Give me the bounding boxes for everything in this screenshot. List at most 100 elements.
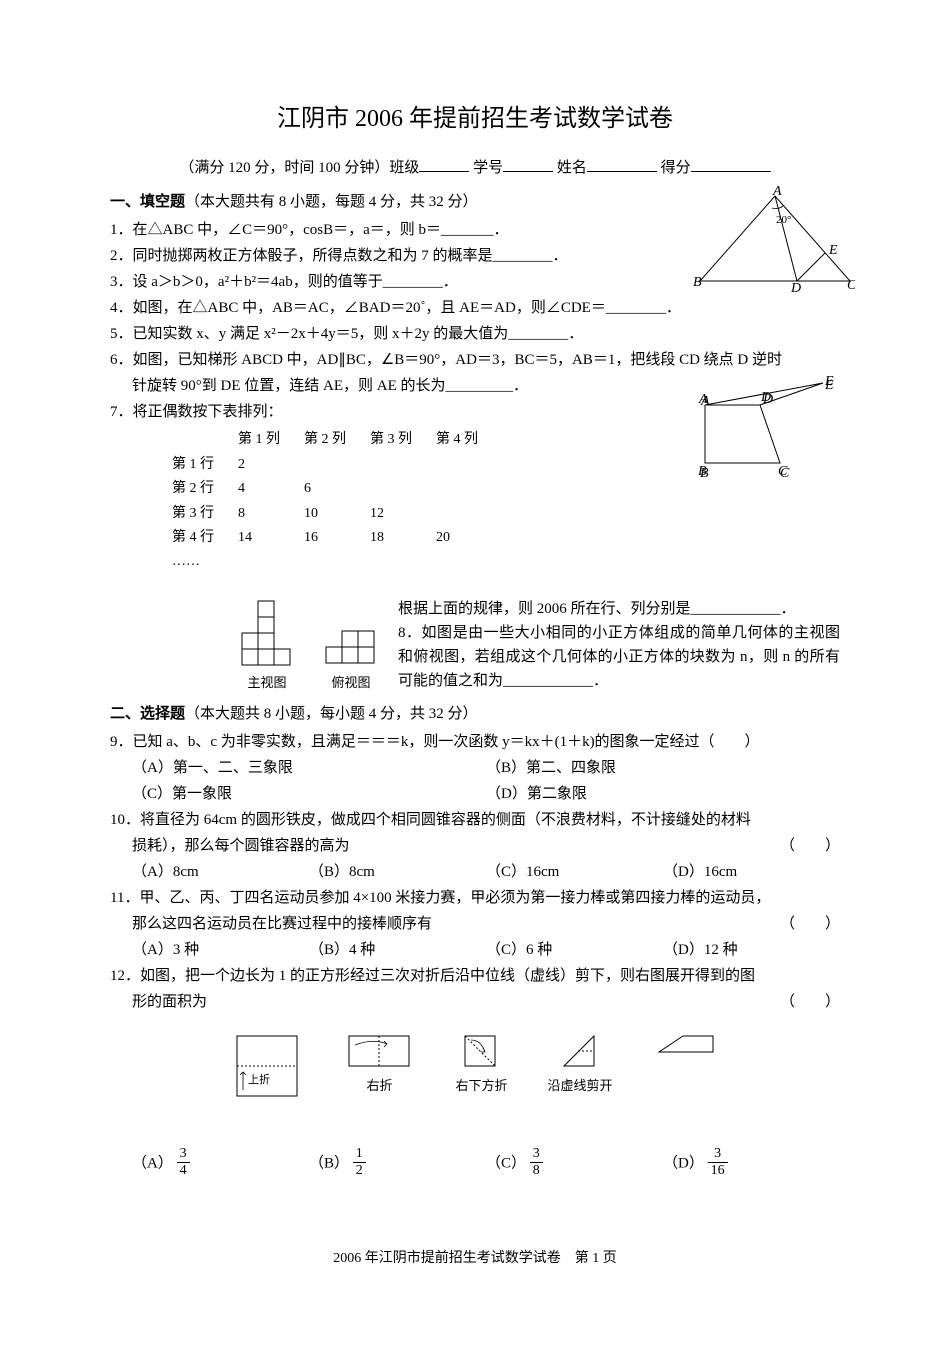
fold-step-4: 沿虚线剪开 <box>548 1030 613 1097</box>
q7-r5c1 <box>226 550 292 574</box>
q11-c: （C）6 种 <box>486 938 663 962</box>
q7-table: 第 1 列 第 2 列 第 3 列 第 4 列 第 1 行 2 第 2 行 4 … <box>160 428 490 574</box>
q7-r3c1: 8 <box>226 502 292 526</box>
q7-r4c0: 第 4 行 <box>160 526 226 550</box>
fold1-svg: 上折 <box>231 1030 303 1102</box>
q9-a: （A）第一、二、三象限 <box>132 756 486 780</box>
q9-options-cd: （C）第一象限 （D）第二象限 <box>110 782 840 806</box>
fold-diagram: 上折 上折 右折 右下方折 沿虚线剪开 <box>110 1030 840 1129</box>
q8-wrapper: 主视图 俯视图 根据上面的规律，则 2006 所在行、列分别是_________… <box>110 597 840 694</box>
q7-r2c3 <box>358 477 424 501</box>
q12-b: （B） 12 <box>309 1148 486 1180</box>
question-11-line2: 那么这四名运动员在比赛过程中的接棒顺序有（ ） <box>110 912 840 936</box>
q7-r4c1: 14 <box>226 526 292 550</box>
figure-q6: A B C D E A B C D E <box>675 375 835 493</box>
q11-paren: （ ） <box>780 912 840 936</box>
q7-r5c4 <box>424 550 490 574</box>
triangle-abc-svg: A B C D E 20° <box>685 186 855 296</box>
q7-col-0 <box>160 428 226 452</box>
blank-score <box>691 171 771 172</box>
fold4-label: 沿虚线剪开 <box>548 1076 613 1097</box>
q12-paren: （ ） <box>780 990 840 1014</box>
q9-d: （D）第二象限 <box>486 782 840 806</box>
q12-options: （A） 34 （B） 12 （C） 38 （D） 316 <box>110 1148 840 1180</box>
question-12-line2: 形的面积为（ ） <box>110 990 840 1014</box>
q11-a: （A）3 种 <box>132 938 309 962</box>
main-view: 主视图 <box>240 599 294 694</box>
q7-r3c3: 12 <box>358 502 424 526</box>
question-5: 5．已知实数 x、y 满足 x²－2x＋4y＝5，则 x＋2y 的最大值为___… <box>110 322 840 346</box>
q10-a: （A）8cm <box>132 860 309 884</box>
q7-r2c4 <box>424 477 490 501</box>
fold2-svg <box>343 1030 415 1070</box>
top-view-svg <box>324 629 378 669</box>
q7-col-3: 第 3 列 <box>358 428 424 452</box>
q10-options: （A）8cm （B）8cm （C）16cm （D）16cm <box>110 860 840 884</box>
question-12-line1: 12．如图，把一个边长为 1 的正方形经过三次对折后沿中位线（虚线）剪下，则右图… <box>110 964 840 988</box>
q7-col-4: 第 4 列 <box>424 428 490 452</box>
fold-result <box>653 1030 719 1085</box>
svg-text:C: C <box>780 466 790 481</box>
q7-r4c3: 18 <box>358 526 424 550</box>
q7-col-2: 第 2 列 <box>292 428 358 452</box>
section-2-header: 二、选择题（本大题共 8 小题，每小题 4 分，共 32 分） <box>110 698 840 726</box>
svg-text:A: A <box>772 186 782 199</box>
q7-col-1: 第 1 列 <box>226 428 292 452</box>
info-label-name: 姓名 <box>557 160 587 176</box>
svg-text:D: D <box>790 281 801 296</box>
question-11-line1: 11．甲、乙、丙、丁四名运动员参加 4×100 米接力赛，甲必须为第一接力棒或第… <box>110 886 840 910</box>
fold3-label: 右下方折 <box>455 1076 507 1097</box>
q12-d: （D） 316 <box>663 1148 840 1180</box>
question-9: 9．已知 a、b、c 为非零实数，且满足＝＝＝k，则一次函数 y＝kx＋(1＋k… <box>110 730 840 754</box>
q7-r2c0: 第 2 行 <box>160 477 226 501</box>
views-figure: 主视图 俯视图 <box>240 599 378 694</box>
q7-r2c2: 6 <box>292 477 358 501</box>
blank-class <box>419 171 469 172</box>
q7-r3c2: 10 <box>292 502 358 526</box>
q7-r1c3 <box>358 453 424 477</box>
q9-options-ab: （A）第一、二、三象限 （B）第二、四象限 <box>110 756 840 780</box>
info-label-score: 得分 <box>661 160 691 176</box>
svg-text:D: D <box>762 392 773 407</box>
svg-text:20°: 20° <box>776 214 791 226</box>
blank-id <box>503 171 553 172</box>
figure-q4: A B C D E 20° <box>685 186 855 304</box>
fold-step-1: 上折 上折 <box>231 1030 303 1129</box>
q7-r5c0: …… <box>160 550 226 574</box>
svg-text:B: B <box>693 275 702 290</box>
q10-c: （C）16cm <box>486 860 663 884</box>
q12-a: （A） 34 <box>132 1148 309 1180</box>
main-view-svg <box>240 599 294 669</box>
q7-r1c2 <box>292 453 358 477</box>
q7-r1c1: 2 <box>226 453 292 477</box>
q7-r5c3 <box>358 550 424 574</box>
info-prefix: （满分 120 分，时间 100 分钟）班级 <box>179 160 419 176</box>
question-10-line2: 损耗），那么每个圆锥容器的高为（ ） <box>110 834 840 858</box>
fold3-svg <box>459 1030 503 1070</box>
q11-d: （D）12 种 <box>663 938 840 962</box>
svg-text:E: E <box>824 378 834 393</box>
q7-r3c4 <box>424 502 490 526</box>
q10-d: （D）16cm <box>663 860 840 884</box>
q7-r1c4 <box>424 453 490 477</box>
svg-text:B: B <box>700 466 709 481</box>
q7-r1c0: 第 1 行 <box>160 453 226 477</box>
info-label-id: 学号 <box>473 160 503 176</box>
q9-b: （B）第二、四象限 <box>486 756 840 780</box>
fold-step-3: 右下方折 <box>455 1030 507 1097</box>
q10-b: （B）8cm <box>309 860 486 884</box>
svg-text:E: E <box>828 243 838 258</box>
svg-text:C: C <box>847 278 855 293</box>
q7-r2c1: 4 <box>226 477 292 501</box>
fold5-svg <box>653 1030 719 1058</box>
q7-r4c2: 16 <box>292 526 358 550</box>
paper-info-line: （满分 120 分，时间 100 分钟）班级 学号 姓名 得分 <box>110 156 840 180</box>
fold4-svg <box>558 1030 602 1070</box>
q12-c: （C） 38 <box>486 1148 663 1180</box>
fold2-label: 右折 <box>366 1076 392 1097</box>
page-title: 江阴市 2006 年提前招生考试数学试卷 <box>110 100 840 138</box>
q10-paren: （ ） <box>780 834 840 858</box>
fold5-label <box>684 1064 687 1085</box>
blank-name <box>587 171 657 172</box>
fold-step-2: 右折 <box>343 1030 415 1097</box>
